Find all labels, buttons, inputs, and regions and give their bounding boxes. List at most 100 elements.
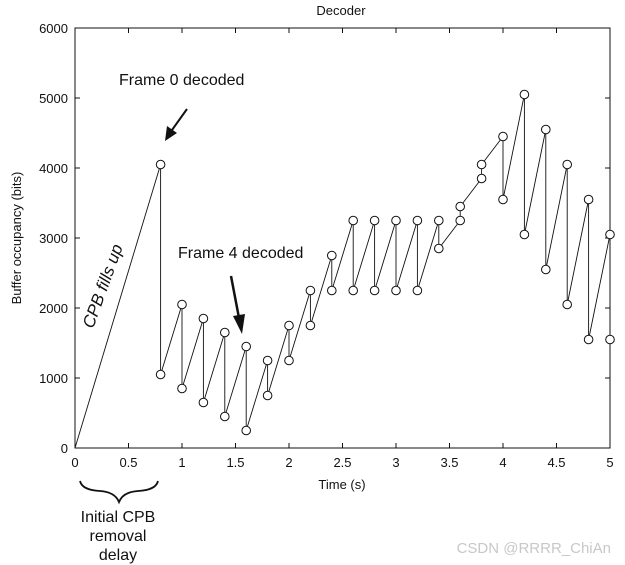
data-point (241, 341, 251, 352)
data-point (391, 215, 401, 226)
data-point (198, 313, 209, 324)
x-tick-label: 3 (392, 455, 399, 470)
data-point (327, 250, 337, 261)
series-segment (288, 290, 311, 361)
series-lines (74, 94, 611, 449)
series-segment (481, 136, 504, 165)
data-point (583, 334, 594, 345)
x-tick-label: 0 (71, 455, 78, 470)
data-point (348, 215, 359, 226)
x-axis-ticks: 0 0.5 1 1.5 2 2.5 3 3.5 4 4.5 5 (71, 28, 614, 470)
data-point (155, 369, 166, 380)
y-tick-label: 4000 (39, 161, 68, 176)
data-point (262, 390, 273, 401)
x-tick-label: 4.5 (547, 455, 565, 470)
annotation-frame0-arrowhead (165, 126, 177, 141)
data-point (241, 425, 251, 436)
data-point (434, 243, 444, 254)
data-point (519, 89, 530, 100)
data-point (412, 215, 423, 226)
data-point (369, 285, 380, 296)
annotation-frame0: Frame 0 decoded (119, 72, 244, 89)
series-segment (331, 220, 354, 291)
series-segment (202, 332, 226, 403)
plot-frame (74, 27, 611, 449)
data-point (348, 285, 359, 296)
series-segment (459, 178, 482, 207)
data-point (305, 320, 316, 331)
data-point (583, 194, 594, 205)
data-point (455, 201, 466, 212)
data-point (498, 131, 508, 142)
annotation-frame0-arrow-shaft (171, 108, 188, 131)
data-point (177, 299, 187, 310)
series-segment (395, 220, 418, 291)
chart-title: Decoder (316, 3, 366, 18)
x-tick-label: 3.5 (440, 455, 458, 470)
y-axis-ticks: 0 1000 2000 3000 4000 5000 6000 (39, 21, 610, 456)
series-segment (438, 220, 461, 249)
series-segment (588, 234, 611, 340)
series-segment (545, 164, 568, 270)
x-tick-label: 0.5 (119, 455, 137, 470)
y-tick-label: 6000 (39, 21, 68, 36)
data-point (155, 159, 166, 170)
series-segment (160, 304, 183, 375)
series-segment (74, 164, 162, 449)
x-tick-label: 1.5 (226, 455, 244, 470)
data-point (476, 159, 487, 170)
series-segment (309, 255, 333, 326)
data-point (198, 397, 209, 408)
annotation-delay-line2: removal (90, 528, 147, 545)
series-segment (416, 220, 440, 291)
data-point (284, 355, 294, 366)
series-segment (374, 220, 397, 291)
data-point (177, 383, 187, 394)
data-point (284, 320, 294, 331)
y-tick-label: 3000 (39, 231, 68, 246)
annotation-delay-brace (79, 480, 159, 505)
data-point (220, 411, 230, 422)
data-point (562, 299, 573, 310)
y-axis-label: Buffer occupancy (bits) (9, 172, 24, 305)
annotation-frame4: Frame 4 decoded (178, 245, 303, 262)
data-point (605, 334, 615, 345)
data-point (455, 215, 466, 226)
data-point (498, 194, 508, 205)
series-segment (566, 199, 590, 305)
data-point (391, 285, 401, 296)
annotation-delay-line3: delay (99, 547, 137, 564)
data-point (562, 159, 573, 170)
x-tick-label: 1 (178, 455, 185, 470)
series-segment (352, 220, 376, 291)
data-point (541, 124, 551, 135)
series-segment (245, 360, 269, 431)
x-tick-label: 4 (499, 455, 506, 470)
data-point (434, 215, 444, 226)
series-markers (155, 89, 615, 436)
series-segment (181, 318, 204, 389)
x-tick-label: 2.5 (333, 455, 351, 470)
series-segment (502, 94, 525, 200)
data-point (305, 285, 316, 296)
data-point (220, 327, 230, 338)
x-tick-label: 2 (285, 455, 292, 470)
annotation-cpb-fills: CPB fills up (79, 242, 127, 331)
data-point (327, 285, 337, 296)
x-axis-label: Time (s) (318, 477, 365, 492)
data-point (519, 229, 530, 240)
annotation-frame4-arrowhead (233, 314, 245, 334)
y-tick-label: 0 (61, 441, 68, 456)
x-tick-label: 5 (606, 455, 613, 470)
y-tick-label: 5000 (39, 91, 68, 106)
series-segment (224, 346, 247, 417)
data-point (262, 355, 273, 366)
y-tick-label: 1000 (39, 371, 68, 386)
data-point (476, 173, 487, 184)
series-segment (523, 129, 547, 235)
data-point (412, 285, 423, 296)
data-point (605, 229, 615, 240)
series-segment (267, 325, 290, 396)
annotation-frame4-arrow-shaft (229, 275, 241, 319)
